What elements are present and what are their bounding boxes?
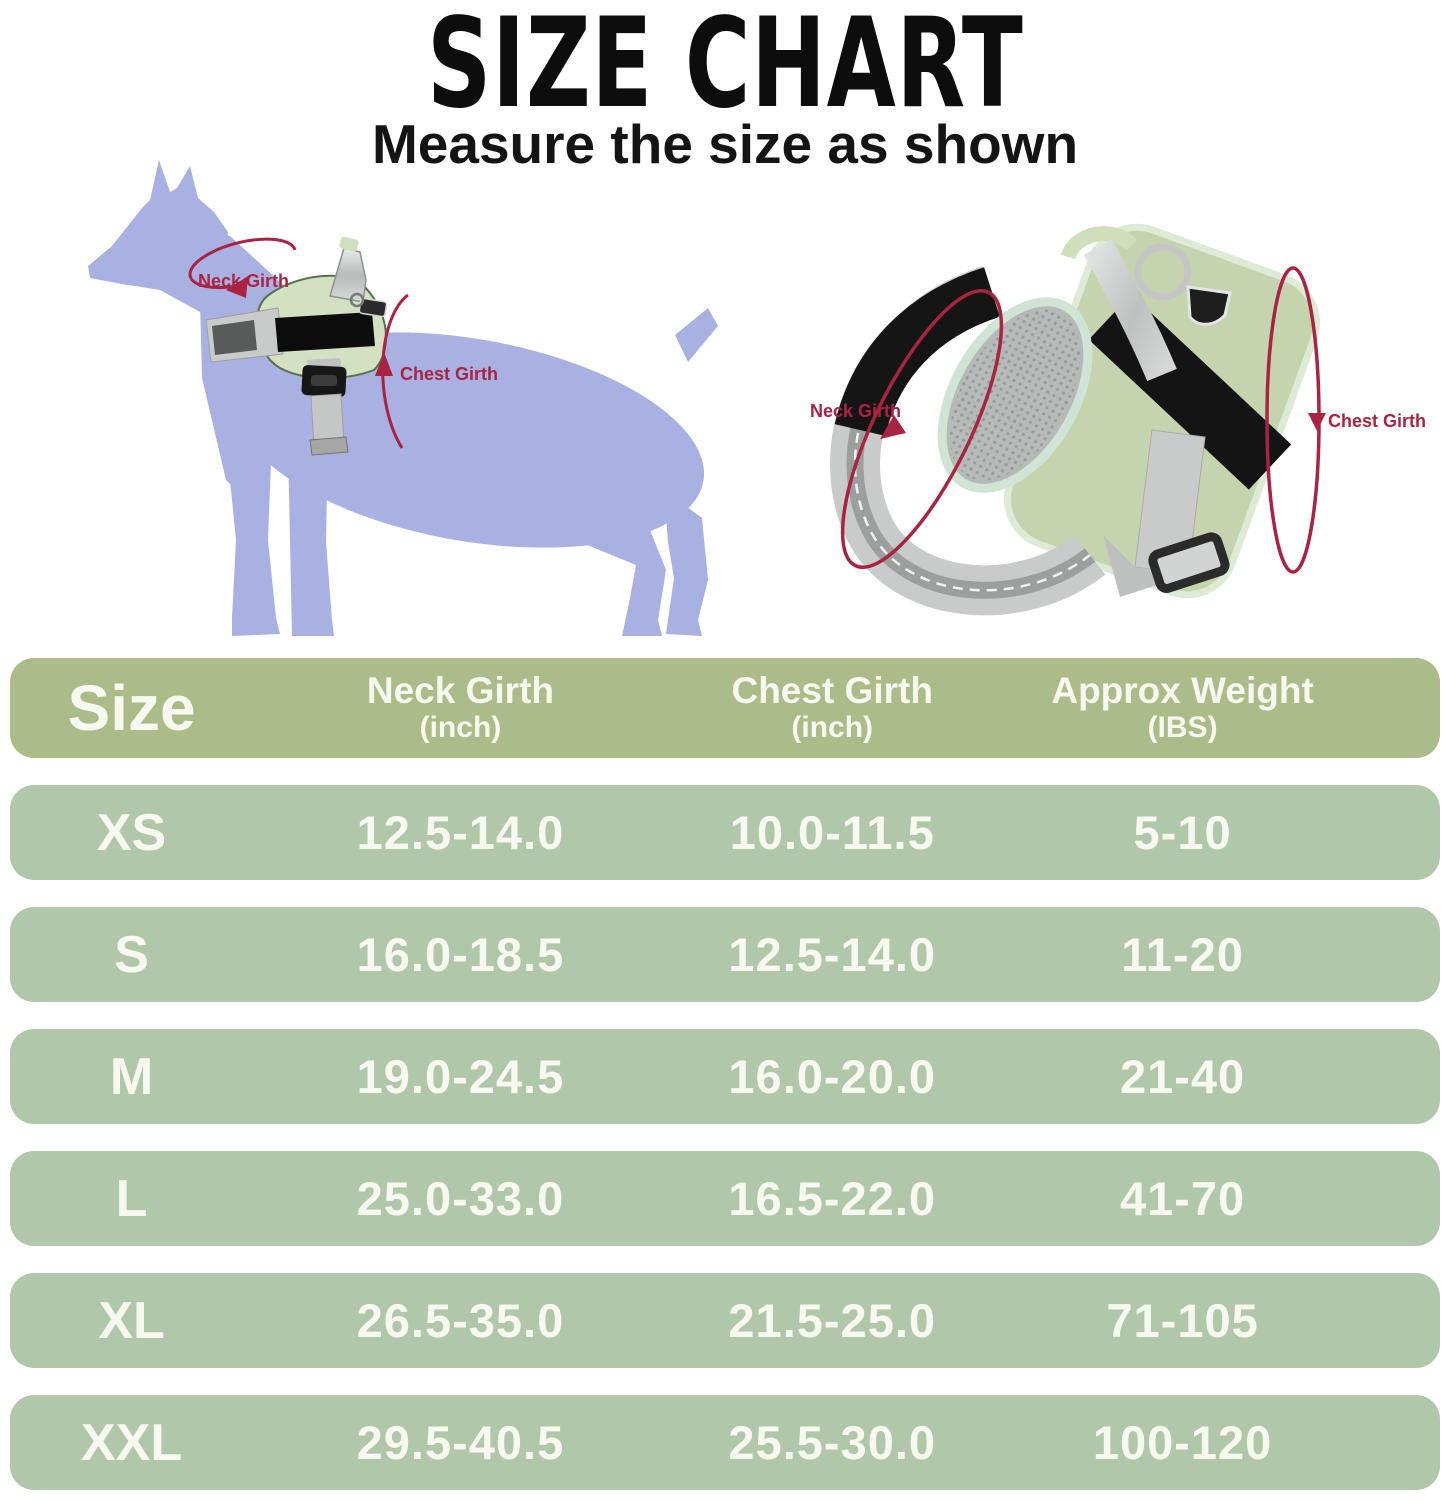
chest-girth-arrow-icon: [1308, 413, 1326, 431]
dog-front-leg-2: [288, 440, 334, 636]
table-row-xs: XS 12.5-14.0 10.0-11.5 5-10: [10, 785, 1440, 880]
harness-product-photo: Neck Girth Chest Girth: [810, 223, 1426, 616]
harness-velcro-patch: [212, 320, 257, 355]
chest-girth-cell: 16.5-22.0: [728, 1172, 937, 1225]
adjuster-buckle: [1148, 532, 1230, 593]
table-row-m: M 19.0-24.5 16.0-20.0 21-40: [10, 1029, 1440, 1124]
size-cell: M: [109, 1047, 154, 1106]
size-table: Size Neck Girth (inch) Chest Girth (inch…: [10, 658, 1440, 1490]
table-row-s: S 16.0-18.5 12.5-14.0 11-20: [10, 907, 1440, 1002]
logo-badge: [1186, 285, 1232, 326]
neck-girth-ellipse: [840, 289, 1004, 569]
chest-girth-cell: 25.5-30.0: [728, 1416, 937, 1469]
column-header-chest-girth: Chest Girth (inch): [731, 670, 933, 744]
harness-ring-icon: [349, 292, 365, 308]
chest-girth-arrow-icon: [375, 352, 393, 376]
neck-girth-cell: 25.0-33.0: [356, 1172, 565, 1225]
harness-handle: [329, 247, 367, 303]
size-cell: L: [115, 1169, 148, 1228]
neck-girth-label: Neck Girth: [198, 271, 289, 291]
chest-girth-label: Chest Girth: [400, 364, 498, 384]
chest-girth-cell: 21.5-25.0: [728, 1294, 937, 1347]
mesh-pad-texture: [949, 309, 1081, 481]
dog-measurement-illustration: Neck Girth Chest Girth: [88, 160, 718, 636]
size-cell: S: [114, 925, 149, 984]
table-header-row: Size Neck Girth (inch) Chest Girth (inch…: [10, 658, 1440, 758]
neck-girth-arrow-icon: [880, 415, 906, 439]
neck-girth-cell: 19.0-24.5: [356, 1050, 565, 1103]
dog-head: [88, 160, 228, 312]
strap-metal-tip: [309, 436, 349, 456]
column-header-neck-girth: Neck Girth (inch): [366, 670, 554, 744]
size-cell: XS: [96, 803, 167, 862]
d-ring-icon: [1134, 243, 1192, 301]
page-title: SIZE CHART: [426, 0, 1024, 136]
table-row-xl: XL 26.5-35.0 21.5-25.0 71-105: [10, 1273, 1440, 1368]
top-handle: [1060, 226, 1138, 260]
neck-girth-cell: 12.5-14.0: [356, 806, 565, 859]
chest-girth-cell: 12.5-14.0: [728, 928, 937, 981]
column-header-size: Size: [67, 672, 196, 744]
chest-girth-cell: 16.0-20.0: [728, 1050, 937, 1103]
harness-handle-pad: [339, 236, 359, 252]
harness-buckle-slot: [311, 375, 337, 386]
page-subtitle: Measure the size as shown: [371, 113, 1079, 175]
harness-on-dog: [205, 236, 388, 456]
dog-front-leg: [226, 436, 280, 636]
neck-girth-cell: 16.0-18.5: [356, 928, 565, 981]
weight-cell: 100-120: [1092, 1416, 1273, 1469]
weight-cell: 71-105: [1106, 1294, 1259, 1347]
neck-band-padding: [834, 267, 1001, 437]
neck-girth-cell: 26.5-35.0: [356, 1294, 565, 1347]
table-row-xxl: XXL 29.5-40.5 25.5-30.0 100-120: [10, 1395, 1440, 1490]
weight-cell: 21-40: [1119, 1050, 1246, 1103]
weight-cell: 41-70: [1119, 1172, 1246, 1225]
dog-tail: [675, 308, 718, 362]
weight-cell: 11-20: [1121, 928, 1244, 981]
neck-girth-arrow-icon: [226, 276, 248, 298]
dog-rear-leg: [575, 480, 666, 636]
handle-strap: [1083, 239, 1177, 382]
table-row-l: L 25.0-33.0 16.5-22.0 41-70: [10, 1151, 1440, 1246]
dog-silhouette: [88, 160, 718, 636]
chest-girth-cell: 10.0-11.5: [729, 806, 935, 859]
neck-girth-arc: [188, 237, 297, 290]
neck-girth-cell: 29.5-40.5: [356, 1416, 565, 1469]
chest-girth-label: Chest Girth: [1328, 411, 1426, 431]
neck-girth-label: Neck Girth: [810, 401, 901, 421]
weight-cell: 5-10: [1133, 806, 1232, 859]
column-header-approx-weight: Approx Weight (IBS): [1051, 670, 1314, 744]
harness-black-strip: [275, 312, 375, 352]
size-cell: XL: [98, 1291, 165, 1350]
harness-product: [830, 223, 1320, 616]
dog-rear-leg-2: [664, 490, 708, 636]
size-cell: XXL: [80, 1413, 183, 1472]
